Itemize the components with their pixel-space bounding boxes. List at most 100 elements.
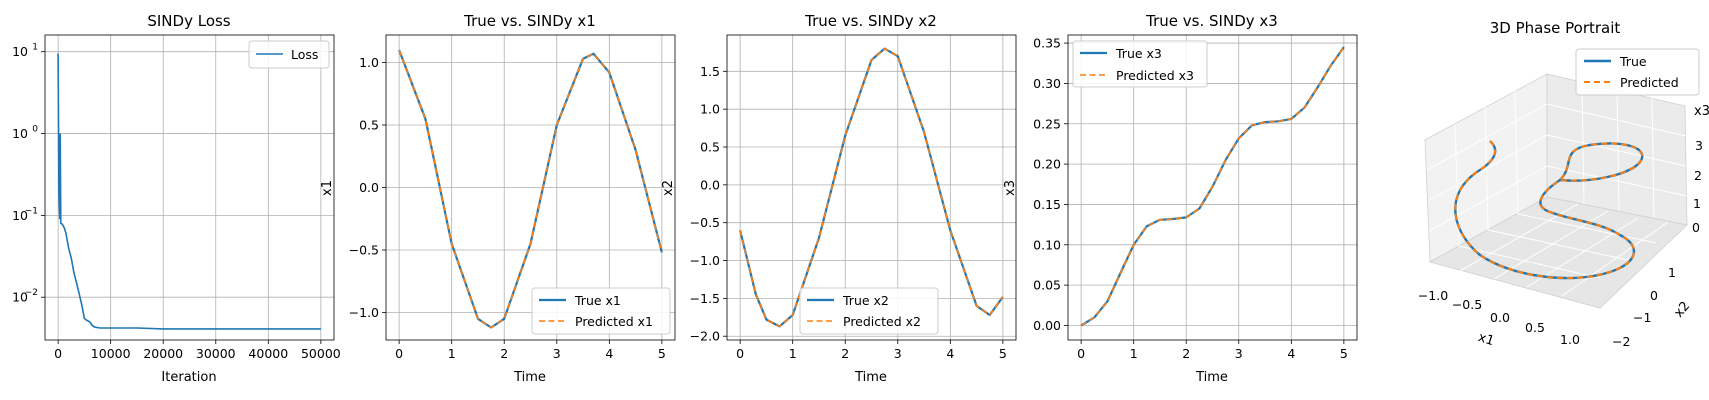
x1-xticks: 0 1 2 3 4 5 bbox=[395, 340, 666, 361]
x-tick-label: 4 bbox=[1287, 346, 1295, 361]
x-tick-label: 3 bbox=[553, 346, 561, 361]
loss-xticks: 0 10000 20000 30000 40000 50000 bbox=[54, 340, 341, 361]
x3-xlabel: Time bbox=[1195, 370, 1228, 385]
x-tick-label: 10000 bbox=[91, 346, 131, 361]
x3-predicted-line bbox=[1080, 46, 1345, 327]
y-tick-label: 0.25 bbox=[1033, 116, 1061, 131]
x2-legend: True x2 Predicted x2 bbox=[799, 287, 939, 335]
x-tick-label: 0 bbox=[1077, 346, 1085, 361]
x1-xlabel: Time bbox=[513, 370, 546, 385]
x1-legend-predicted-label: Predicted x1 bbox=[575, 314, 653, 329]
x-tick-label: 2 bbox=[841, 346, 849, 361]
x3-ylabel: x3 bbox=[1003, 180, 1018, 196]
y-tick-exponent: −2 bbox=[25, 288, 38, 298]
x1-predicted-line bbox=[398, 49, 663, 329]
x3-yticks: 0.00 0.05 0.10 0.15 0.20 0.25 0.30 0.35 bbox=[1033, 36, 1068, 333]
x-tick-label: 0 bbox=[736, 346, 744, 361]
x-tick-label: 50000 bbox=[301, 346, 341, 361]
x-tick-label: 0 bbox=[395, 346, 403, 361]
phase-3d-title: 3D Phase Portrait bbox=[1490, 19, 1621, 37]
phase-3d-x3-label: x3 bbox=[1694, 104, 1709, 119]
y-tick-label: 10 bbox=[12, 126, 28, 141]
y-tick-label: −0.5 bbox=[690, 215, 720, 230]
y-tick-label: −1.0 bbox=[349, 305, 379, 320]
x2-ylabel: x2 bbox=[661, 180, 676, 196]
x3-legend-true-label: True x3 bbox=[1115, 46, 1162, 61]
x2-true-line bbox=[739, 47, 1004, 328]
y-tick-label: 0.15 bbox=[1033, 197, 1061, 212]
phase-3d-x3-tick: 2 bbox=[1694, 168, 1702, 183]
y-tick-exponent: 0 bbox=[32, 125, 38, 135]
x-tick-label: 1 bbox=[1130, 346, 1138, 361]
x2-yticks: −2.0 −1.5 −1.0 −0.5 0.0 0.5 1.0 1.5 bbox=[690, 64, 727, 344]
x1-title: True vs. SINDy x1 bbox=[463, 12, 596, 30]
x1-yticks: −1.0 −0.5 0.0 0.5 1.0 bbox=[349, 55, 386, 320]
x1-legend: True x1 Predicted x1 bbox=[531, 287, 671, 335]
x-tick-label: 2 bbox=[500, 346, 508, 361]
phase-3d-floor-pane bbox=[1428, 196, 1688, 309]
y-tick-label: 0.0 bbox=[700, 177, 720, 192]
y-tick-label: 0.10 bbox=[1033, 237, 1061, 252]
x3-legend: True x3 Predicted x3 bbox=[1072, 40, 1208, 88]
loss-grid bbox=[45, 35, 334, 340]
x-tick-label: 5 bbox=[1340, 346, 1348, 361]
phase-3d-legend-predicted-label: Predicted bbox=[1620, 75, 1679, 90]
x2-axes-frame bbox=[726, 34, 1017, 341]
y-tick-label: 1.5 bbox=[700, 64, 720, 79]
phase-3d-x3-tick: 1 bbox=[1693, 196, 1701, 211]
y-tick-label: 0.05 bbox=[1033, 278, 1061, 293]
y-tick-label: 10 bbox=[12, 290, 28, 305]
phase-3d-legend: True Predicted bbox=[1575, 48, 1700, 96]
phase-3d-x1-tick: 0.5 bbox=[1525, 320, 1545, 335]
x1-ylabel: x1 bbox=[320, 180, 335, 196]
y-tick-exponent: −1 bbox=[25, 206, 38, 216]
loss-legend: Loss bbox=[248, 40, 330, 69]
phase-3d-x2-label: x2 bbox=[1671, 299, 1693, 321]
x-tick-label: 2 bbox=[1182, 346, 1190, 361]
x1-panel: True vs. SINDy x1 0 1 2 3 4 5 −1.0 −0.5 0.0 0.5 1… bbox=[320, 12, 676, 385]
x-tick-label: 1 bbox=[789, 346, 797, 361]
x-tick-label: 30000 bbox=[196, 346, 236, 361]
phase-3d-x1-tick: 1.0 bbox=[1560, 332, 1580, 347]
y-tick-label: 1.0 bbox=[359, 55, 379, 70]
y-tick-label: 10 bbox=[12, 44, 28, 59]
loss-xlabel: Iteration bbox=[161, 370, 216, 385]
x2-xticks: 0 1 2 3 4 5 bbox=[736, 340, 1007, 361]
x-tick-label: 0 bbox=[54, 346, 62, 361]
x1-legend-true-label: True x1 bbox=[574, 293, 621, 308]
x-tick-label: 5 bbox=[999, 346, 1007, 361]
loss-axes-frame bbox=[44, 34, 335, 341]
x2-panel: True vs. SINDy x2 0 1 2 3 4 5 −2.0 −1.5 −1.0 −0.… bbox=[661, 12, 1017, 385]
phase-3d-x2-ticks: −2 −1 0 1 bbox=[1612, 265, 1676, 349]
y-tick-label: 0.00 bbox=[1033, 318, 1061, 333]
x-tick-label: 4 bbox=[605, 346, 613, 361]
x-tick-label: 5 bbox=[658, 346, 666, 361]
y-tick-label: 0.30 bbox=[1033, 76, 1061, 91]
loss-line bbox=[57, 53, 321, 330]
y-tick-label: −1.0 bbox=[690, 253, 720, 268]
phase-3d-x1-tick: 0.0 bbox=[1490, 310, 1510, 325]
x3-legend-predicted-label: Predicted x3 bbox=[1116, 68, 1194, 83]
phase-3d-x2-tick: 1 bbox=[1668, 265, 1676, 280]
phase-3d-x1-ticks: −1.0 −0.5 0.0 0.5 1.0 bbox=[1418, 288, 1580, 347]
phase-3d-x1-tick: −0.5 bbox=[1452, 297, 1482, 312]
phase-3d-x1-tick: −1.0 bbox=[1418, 288, 1448, 303]
phase-3d-x2-tick: 0 bbox=[1650, 288, 1658, 303]
x-tick-label: 3 bbox=[1235, 346, 1243, 361]
x3-panel: True vs. SINDy x3 0 1 2 3 4 5 0.00 0.05 0.10 0.1… bbox=[1003, 12, 1358, 385]
x-tick-label: 20000 bbox=[143, 346, 183, 361]
phase-3d-panel: 3D Phase Portrait bbox=[1418, 19, 1709, 349]
y-tick-label: 0.35 bbox=[1033, 36, 1061, 51]
x-tick-label: 3 bbox=[894, 346, 902, 361]
y-tick-label: 0.0 bbox=[359, 180, 379, 195]
phase-3d-legend-true-label: True bbox=[1619, 54, 1647, 69]
y-tick-label: 1.0 bbox=[700, 102, 720, 117]
phase-3d-x2-tick: −2 bbox=[1612, 334, 1630, 349]
phase-3d-x3-ticks: 0 1 2 3 bbox=[1692, 138, 1703, 235]
phase-3d-x1-label: x1 bbox=[1476, 330, 1496, 349]
x3-title: True vs. SINDy x3 bbox=[1145, 12, 1278, 30]
phase-3d-x3-tick: 3 bbox=[1695, 138, 1703, 153]
phase-3d-predicted-line bbox=[1454, 140, 1644, 280]
phase-3d-x2-tick: −1 bbox=[1633, 310, 1651, 325]
